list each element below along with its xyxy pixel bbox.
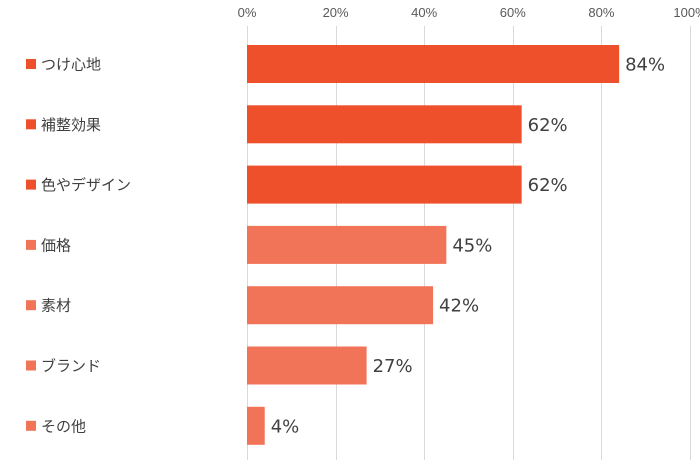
category-label: 価格 bbox=[41, 236, 71, 254]
bar bbox=[247, 346, 367, 385]
category-label: その他 bbox=[41, 417, 86, 435]
category-marker bbox=[26, 179, 36, 190]
category-label: つけ心地 bbox=[41, 56, 101, 74]
data-label: 45% bbox=[452, 235, 492, 256]
category-label: 補整効果 bbox=[41, 116, 101, 134]
data-label: 4% bbox=[271, 416, 300, 437]
category-marker bbox=[26, 119, 36, 130]
category-marker bbox=[26, 239, 36, 250]
data-label: 62% bbox=[528, 175, 568, 196]
x-tick-label: 100% bbox=[673, 5, 700, 20]
data-label: 27% bbox=[373, 356, 413, 377]
bars bbox=[247, 45, 620, 445]
x-tick-label: 0% bbox=[238, 5, 257, 20]
value-labels: 84% 62% 62% 45% 42% 27% 4% bbox=[271, 55, 665, 438]
category-marker bbox=[26, 420, 36, 431]
bar bbox=[247, 45, 620, 83]
bar bbox=[247, 105, 522, 144]
data-label: 42% bbox=[439, 296, 479, 317]
x-tick-label: 40% bbox=[411, 5, 437, 20]
category-marker bbox=[26, 360, 36, 371]
category-label: ブランド bbox=[41, 357, 101, 375]
category-marker bbox=[26, 300, 36, 311]
bar bbox=[247, 165, 522, 204]
bar bbox=[247, 286, 434, 325]
x-tick-label: 60% bbox=[500, 5, 526, 20]
category-marker bbox=[26, 59, 36, 69]
x-axis-ticks: 0% 20% 40% 60% 80% 100% bbox=[238, 5, 700, 20]
category-label: 色やデザイン bbox=[41, 176, 131, 194]
data-label: 84% bbox=[625, 55, 665, 76]
bar bbox=[247, 225, 447, 264]
data-label: 62% bbox=[528, 115, 568, 136]
bar bbox=[247, 406, 265, 445]
x-tick-label: 20% bbox=[323, 5, 349, 20]
category-label: 素材 bbox=[41, 297, 71, 315]
x-tick-label: 80% bbox=[588, 5, 614, 20]
